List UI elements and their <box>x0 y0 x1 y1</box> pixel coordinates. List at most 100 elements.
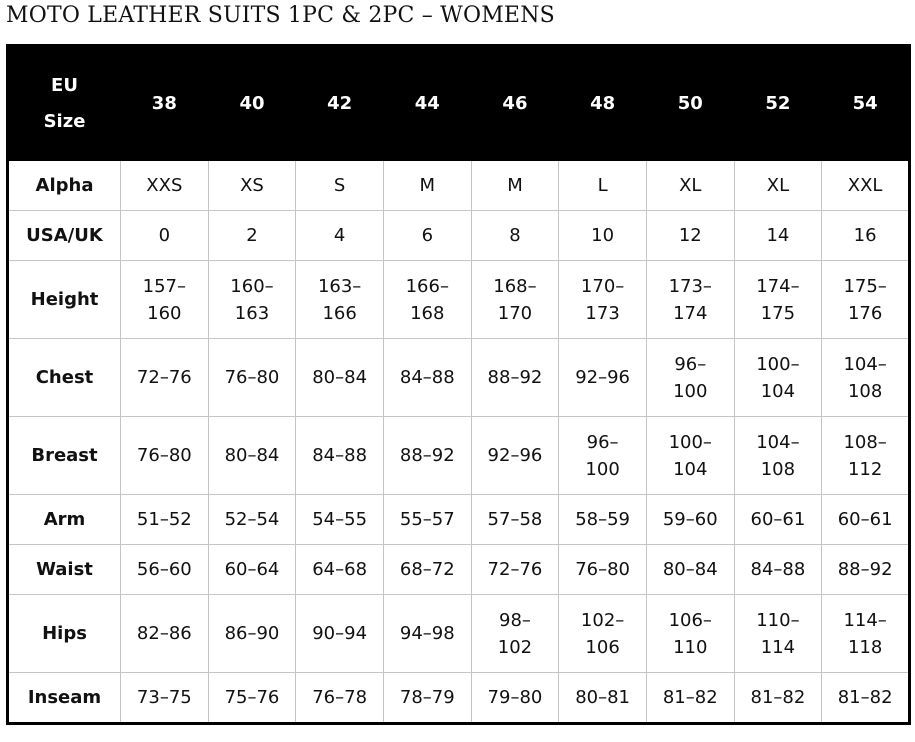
size-header-50: 50 <box>645 45 735 161</box>
table-cell: 84–88 <box>295 416 384 495</box>
table-cell: 8 <box>470 210 560 261</box>
cell-value: 102–106 <box>580 609 625 658</box>
table-cell: 82–86 <box>120 594 209 673</box>
table-cell: 84–88 <box>382 338 472 417</box>
cell-value: M <box>419 175 436 196</box>
cell-value: 14 <box>766 225 790 246</box>
cell-value: 88–92 <box>487 367 543 388</box>
table-cell: 56–60 <box>120 544 209 595</box>
cell-value: 81–82 <box>662 687 718 708</box>
size-label: Size <box>43 110 86 132</box>
table-cell: 92–96 <box>470 416 560 495</box>
cell-value: 76–80 <box>224 367 280 388</box>
cell-value: 54–55 <box>312 509 368 530</box>
cell-value: 96–100 <box>585 431 620 480</box>
row-label: Breast <box>7 416 121 495</box>
table-cell: 12 <box>645 210 735 261</box>
cell-value: 79–80 <box>487 687 543 708</box>
table-cell: 88–92 <box>382 416 472 495</box>
table-cell: 60–61 <box>733 494 823 545</box>
cell-value: 68–72 <box>399 559 455 580</box>
size-header-46: 46 <box>470 45 560 161</box>
table-cell: 73–75 <box>120 672 209 724</box>
table-cell: 114–118 <box>821 594 910 673</box>
cell-value: 82–86 <box>136 623 192 644</box>
table-cell: XXL <box>821 160 910 211</box>
cell-value: 175–176 <box>843 275 887 324</box>
cell-value: 170–173 <box>580 275 625 324</box>
cell-value: XS <box>240 175 264 196</box>
cell-value: 81–82 <box>750 687 806 708</box>
row-label: USA/UK <box>7 210 121 261</box>
table-cell: 96–100 <box>558 416 647 495</box>
table-cell: 88–92 <box>821 544 910 595</box>
table-cell: 88–92 <box>470 338 560 417</box>
table-cell: 92–96 <box>558 338 647 417</box>
table-row-alpha: Alpha XXS XS S M M L XL XL XXL <box>7 160 910 211</box>
cell-value: 80–84 <box>662 559 718 580</box>
table-cell: 160–163 <box>207 260 297 339</box>
cell-value: 76–78 <box>312 687 368 708</box>
cell-value: 100–104 <box>756 353 800 402</box>
cell-value: 174–175 <box>756 275 800 324</box>
table-cell: 96–100 <box>645 338 735 417</box>
size-header-48: 48 <box>558 45 647 161</box>
cell-value: 114–118 <box>843 609 887 658</box>
cell-value: L <box>597 175 608 196</box>
table-cell: 60–61 <box>821 494 910 545</box>
table-cell: 6 <box>382 210 472 261</box>
cell-value: 8 <box>509 225 521 246</box>
cell-value: 90–94 <box>312 623 368 644</box>
table-cell: 106–110 <box>645 594 735 673</box>
cell-value: 173–174 <box>668 275 712 324</box>
size-header-54: 54 <box>821 45 910 161</box>
cell-value: 51–52 <box>136 509 192 530</box>
cell-value: 84–88 <box>312 445 368 466</box>
cell-value: 108–112 <box>843 431 887 480</box>
cell-value: 73–75 <box>136 687 192 708</box>
cell-value: 6 <box>421 225 434 246</box>
cell-value: 76–80 <box>136 445 192 466</box>
table-cell: 102–106 <box>558 594 647 673</box>
table-cell: 79–80 <box>470 672 560 724</box>
eu-label: EU <box>51 74 78 96</box>
table-cell: 104–108 <box>733 416 823 495</box>
cell-value: 160–163 <box>230 275 274 324</box>
table-cell: 80–84 <box>295 338 384 417</box>
cell-value: 64–68 <box>312 559 368 580</box>
row-label: Hips <box>7 594 121 673</box>
size-header-52: 52 <box>733 45 823 161</box>
row-label: Inseam <box>7 672 121 724</box>
cell-value: 0 <box>158 225 171 246</box>
table-cell: 80–84 <box>207 416 297 495</box>
table-cell: 16 <box>821 210 910 261</box>
table-cell: 81–82 <box>733 672 823 724</box>
row-label: Waist <box>7 544 121 595</box>
cell-value: 59–60 <box>662 509 718 530</box>
cell-value: 92–96 <box>487 445 543 466</box>
table-cell: 72–76 <box>470 544 560 595</box>
size-header-42: 42 <box>295 45 384 161</box>
eu-size-header: EU Size <box>7 45 121 161</box>
cell-value: 104–108 <box>756 431 800 480</box>
table-cell: 78–79 <box>382 672 472 724</box>
table-row-arm: Arm 51–52 52–54 54–55 55–57 57–58 58–59 59–60 60… <box>7 494 910 545</box>
size-header-44: 44 <box>382 45 472 161</box>
cell-value: 56–60 <box>136 559 192 580</box>
cell-value: 94–98 <box>399 623 455 644</box>
table-cell: 108–112 <box>821 416 910 495</box>
cell-value: 104–108 <box>843 353 887 402</box>
row-label: Alpha <box>7 160 121 211</box>
table-cell: S <box>295 160 384 211</box>
table-cell: XS <box>207 160 297 211</box>
table-cell: 81–82 <box>821 672 910 724</box>
cell-value: 98–102 <box>497 609 533 658</box>
cell-value: XL <box>679 175 702 196</box>
cell-value: 72–76 <box>487 559 543 580</box>
row-label: Arm <box>7 494 121 545</box>
cell-value: S <box>333 175 346 196</box>
cell-value: 84–88 <box>399 367 455 388</box>
cell-value: 80–84 <box>224 445 280 466</box>
cell-value: 60–61 <box>750 509 806 530</box>
table-row-usa-uk: USA/UK 0 2 4 6 8 10 12 14 16 <box>7 210 910 261</box>
